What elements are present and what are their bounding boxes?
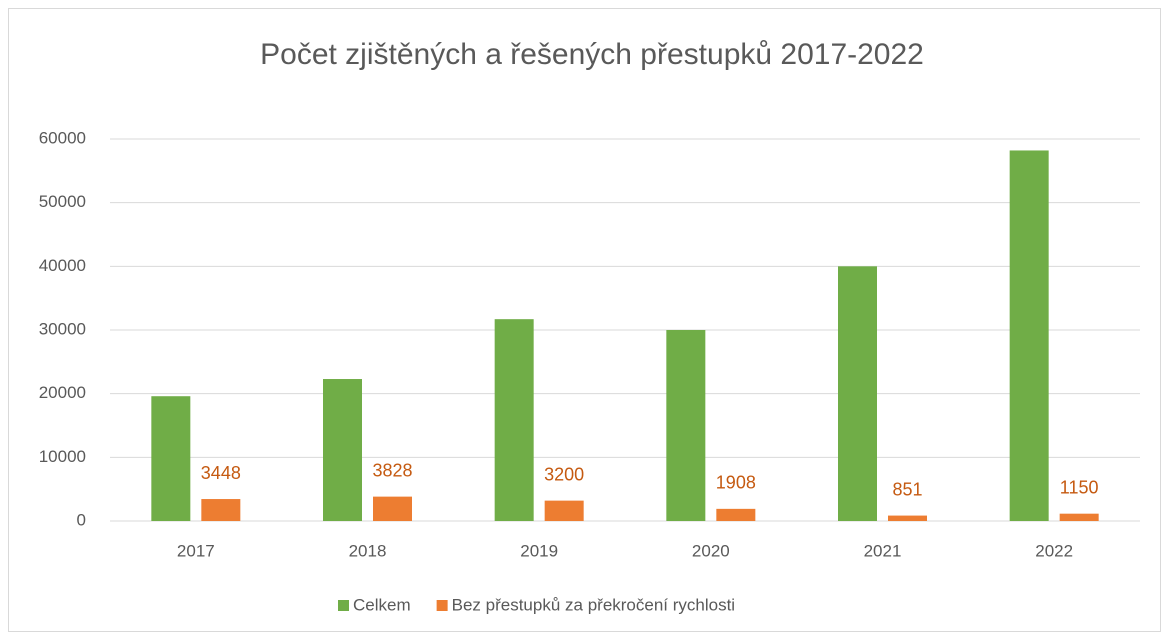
bar [1059,513,1099,521]
bar [716,508,756,521]
x-tick-label: 2020 [692,541,730,560]
bar [1009,150,1049,521]
y-tick-label: 10000 [39,447,86,466]
x-tick-label: 2018 [349,541,387,560]
bar [151,396,191,521]
bar [323,379,362,521]
bar [201,499,241,521]
legend-swatch [436,600,448,611]
legend-label: Bez přestupků za překročení rychlosti [452,595,735,614]
data-label: 3200 [544,464,584,484]
chart-title: Počet zjištěných a řešených přestupků 20… [260,38,924,71]
legend-label: Celkem [353,595,411,614]
bar [838,266,877,521]
data-label: 1150 [1060,477,1099,497]
data-label: 3828 [372,460,412,480]
data-label: 3448 [201,463,241,483]
bar [666,330,706,521]
y-tick-label: 50000 [39,192,86,211]
y-tick-label: 0 [77,510,86,529]
y-tick-label: 30000 [39,319,86,338]
bar [494,319,534,521]
x-tick-label: 2019 [520,541,558,560]
x-tick-label: 2017 [177,541,215,560]
x-tick-label: 2021 [864,541,902,560]
bar [544,500,584,521]
x-tick-label: 2022 [1035,541,1073,560]
y-tick-label: 40000 [39,256,86,275]
y-tick-label: 20000 [39,383,86,402]
y-tick-label: 60000 [39,128,86,147]
legend-swatch [338,600,349,611]
data-label: 851 [892,479,922,499]
data-label: 1908 [716,473,756,493]
bar [373,496,412,521]
chart-border [8,8,1161,632]
bar [888,515,927,521]
